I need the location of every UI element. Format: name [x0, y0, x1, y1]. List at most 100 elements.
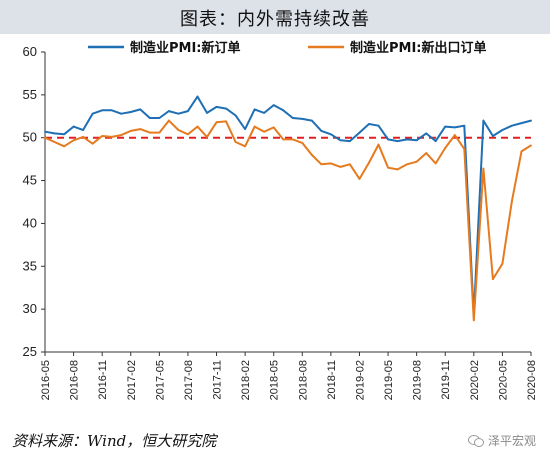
data-point [72, 139, 75, 142]
data-point [491, 135, 494, 137]
data-point [358, 177, 361, 180]
x-tick-label: 2017-11 [212, 360, 224, 400]
data-point [234, 141, 237, 143]
x-tick-label: 2019-08 [412, 360, 424, 400]
data-point [368, 123, 370, 125]
data-point [187, 133, 189, 136]
data-point [177, 112, 180, 115]
data-point [253, 125, 256, 128]
data-point [358, 131, 361, 134]
data-point [120, 112, 123, 115]
data-point [82, 129, 85, 131]
data-point [244, 145, 247, 148]
data-point [491, 278, 494, 281]
data-point [444, 125, 447, 128]
x-tick-label: 2020-08 [526, 360, 538, 400]
data-point [377, 143, 380, 146]
y-tick-label: 50 [23, 130, 37, 145]
legend-label: 制造业PMI:新订单 [130, 40, 241, 56]
x-tick-label: 2018-02 [240, 360, 252, 400]
data-point [472, 319, 475, 322]
source-note: 资料来源：Wind，恒大研究院 [12, 432, 217, 450]
data-point [139, 128, 142, 131]
data-point [377, 124, 380, 127]
x-tick-label: 2017-05 [154, 360, 166, 400]
data-point [339, 165, 342, 168]
data-point [101, 109, 104, 112]
chart-title: 图表：内外需持续改善 [180, 9, 370, 30]
data-point [272, 104, 275, 107]
title-bar [0, 0, 550, 34]
data-point [167, 119, 170, 122]
series-line-new-orders [44, 95, 532, 317]
data-point [320, 163, 323, 166]
data-point [349, 140, 351, 143]
data-point [453, 126, 456, 129]
data-point [291, 117, 294, 119]
x-tick-label: 2019-11 [440, 360, 452, 400]
data-point [44, 130, 46, 133]
data-point [244, 128, 247, 131]
data-point [530, 119, 532, 122]
data-point [415, 139, 418, 142]
data-point [139, 108, 142, 111]
data-point [148, 131, 151, 134]
data-point [63, 145, 65, 148]
data-point [387, 138, 389, 141]
data-point [444, 147, 447, 149]
data-point [196, 125, 199, 128]
data-point [387, 166, 389, 169]
data-point [225, 120, 227, 123]
data-point [44, 136, 46, 139]
series-lines [44, 95, 532, 322]
x-tick-label: 2017-08 [183, 360, 195, 400]
data-point [453, 134, 456, 137]
data-point [253, 108, 256, 111]
data-point [463, 124, 466, 127]
data-point [91, 142, 94, 145]
data-point [272, 126, 275, 129]
data-point [167, 110, 170, 113]
data-point [263, 130, 266, 133]
data-point [263, 111, 266, 114]
watermark: 泽平宏观 [467, 432, 536, 449]
data-point [329, 133, 332, 136]
data-point [310, 153, 313, 156]
data-point [368, 161, 370, 164]
data-point [282, 138, 285, 141]
x-tick-label: 2016-08 [69, 360, 81, 400]
data-point [406, 138, 409, 141]
y-tick-label: 55 [23, 87, 37, 102]
x-tick-label: 2020-02 [469, 360, 481, 400]
data-point [82, 135, 85, 138]
data-point [301, 117, 304, 120]
y-tick-label: 35 [23, 258, 37, 273]
data-point [501, 129, 504, 131]
x-tick-label: 2016-05 [40, 360, 52, 400]
data-point [520, 122, 523, 125]
x-tick-label: 2019-02 [354, 360, 366, 400]
y-tick-label: 60 [23, 44, 37, 59]
data-point [415, 160, 418, 163]
data-point [158, 131, 161, 134]
data-point [148, 117, 151, 119]
series-line-new-export-orders [44, 119, 532, 322]
y-tick-label: 25 [23, 344, 37, 359]
x-tick-label: 2019-05 [383, 360, 395, 400]
data-point [406, 163, 409, 166]
legend: 制造业PMI:新订单 制造业PMI:新出口订单 [88, 40, 487, 56]
data-point [206, 111, 208, 114]
data-point [396, 168, 399, 171]
x-tick-label: 2020-05 [497, 360, 509, 400]
data-point [482, 167, 485, 170]
data-point [530, 144, 532, 147]
data-point [215, 105, 218, 108]
data-point [177, 129, 180, 131]
data-point [110, 135, 113, 138]
data-point [329, 162, 332, 165]
x-tick-label: 2018-05 [269, 360, 281, 400]
data-point [511, 124, 513, 127]
data-point [310, 119, 313, 122]
data-point [425, 152, 428, 155]
legend-label: 制造业PMI:新出口订单 [350, 40, 487, 56]
